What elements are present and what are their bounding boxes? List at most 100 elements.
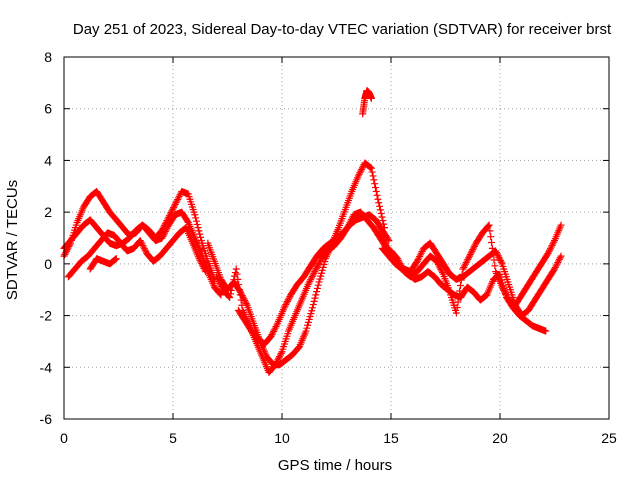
data-point xyxy=(158,234,166,242)
data-point xyxy=(112,255,120,263)
data-point xyxy=(270,326,278,334)
data-point xyxy=(372,187,380,195)
data-point xyxy=(112,255,120,263)
data-point xyxy=(308,272,316,280)
y-tick-label: -4 xyxy=(40,359,53,375)
data-point xyxy=(312,264,320,272)
data-point xyxy=(159,232,167,240)
x-tick-label: 0 xyxy=(60,430,68,446)
data-point xyxy=(312,291,320,299)
x-tick-label: 15 xyxy=(383,430,399,446)
x-tick-label: 20 xyxy=(492,430,508,446)
data-point xyxy=(269,329,277,337)
data-point xyxy=(273,321,281,329)
data-point xyxy=(281,302,289,310)
y-axis-title: SDTVAR / TECUs xyxy=(4,180,21,300)
data-point xyxy=(218,282,226,290)
data-point xyxy=(458,271,466,279)
data-point xyxy=(310,297,318,305)
data-point xyxy=(312,266,320,274)
data-point xyxy=(314,281,322,289)
data-point xyxy=(216,279,224,287)
data-point xyxy=(307,276,315,284)
data-point xyxy=(309,301,317,309)
data-point xyxy=(466,250,474,258)
data-point xyxy=(231,269,239,277)
data-point xyxy=(227,286,235,294)
data-point xyxy=(217,291,225,299)
data-point xyxy=(555,257,563,265)
data-point xyxy=(437,265,445,273)
data-point xyxy=(309,271,317,279)
data-point xyxy=(542,327,550,335)
data-point xyxy=(491,262,499,270)
x-tick-label: 25 xyxy=(601,430,617,446)
data-point xyxy=(354,172,362,180)
plot-frame xyxy=(63,56,610,420)
x-axis-title: GPS time / hours xyxy=(278,457,392,474)
data-point xyxy=(452,309,460,317)
data-point xyxy=(485,221,493,229)
data-point xyxy=(488,239,496,247)
data-point xyxy=(198,261,206,269)
data-point xyxy=(416,252,424,260)
data-point xyxy=(467,249,475,257)
data-point xyxy=(171,200,179,208)
data-point xyxy=(315,260,323,268)
data-point xyxy=(233,270,241,278)
data-point xyxy=(370,176,378,184)
data-point xyxy=(277,349,285,357)
chart-title: Day 251 of 2023, Sidereal Day-to-day VTE… xyxy=(73,21,612,38)
data-point xyxy=(213,273,221,281)
data-point xyxy=(141,246,149,254)
data-point xyxy=(490,256,498,264)
data-point xyxy=(309,304,317,312)
data-point xyxy=(496,255,504,263)
data-point xyxy=(138,240,146,248)
data-point xyxy=(439,269,447,277)
data-point xyxy=(237,290,245,298)
data-point xyxy=(367,94,375,102)
data-point xyxy=(415,254,423,262)
data-point xyxy=(226,293,234,301)
data-point xyxy=(191,211,199,219)
data-point xyxy=(137,238,145,246)
data-point xyxy=(550,238,558,246)
data-point xyxy=(217,281,225,289)
data-point xyxy=(139,241,147,249)
data-point xyxy=(553,260,561,268)
data-point xyxy=(358,165,366,173)
data-point xyxy=(282,301,290,309)
data-point xyxy=(417,249,425,257)
data-point xyxy=(376,206,384,214)
data-point xyxy=(195,255,203,263)
x-tick-label: 10 xyxy=(274,430,290,446)
data-point xyxy=(367,164,375,172)
data-point xyxy=(161,229,169,237)
data-point xyxy=(316,258,324,266)
data-point xyxy=(216,290,224,298)
y-tick-label: 6 xyxy=(44,101,52,117)
data-point xyxy=(462,259,470,267)
data-point xyxy=(494,252,502,260)
data-point xyxy=(305,279,313,287)
data-point xyxy=(229,279,237,287)
data-point xyxy=(173,197,181,205)
data-point xyxy=(228,283,236,291)
data-point xyxy=(172,199,180,207)
data-point xyxy=(369,172,377,180)
data-point xyxy=(456,282,464,290)
data-point xyxy=(284,296,292,304)
y-tick-label: 0 xyxy=(44,256,52,272)
data-point xyxy=(238,301,246,309)
data-point xyxy=(375,199,383,207)
data-point xyxy=(199,263,207,271)
data-point xyxy=(355,170,363,178)
data-point xyxy=(272,323,280,331)
data-point xyxy=(495,253,503,261)
data-point xyxy=(385,237,393,245)
data-point xyxy=(272,359,280,367)
data-point xyxy=(356,169,364,177)
y-tick-label: 4 xyxy=(44,152,52,168)
